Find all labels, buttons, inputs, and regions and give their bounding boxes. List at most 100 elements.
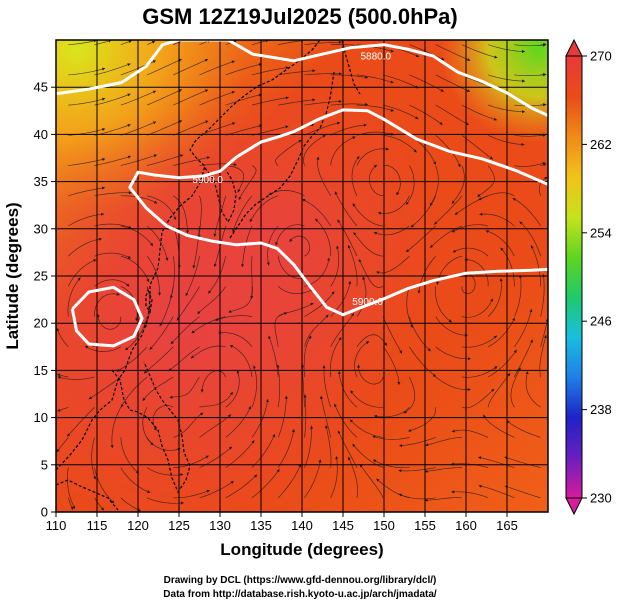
streamline-arrow-224	[398, 493, 403, 497]
streamline-arrow-149	[325, 314, 329, 318]
streamline-arrow-279	[500, 247, 504, 251]
streamline-arrow-193	[352, 443, 356, 448]
streamline-arrow-16	[100, 507, 104, 511]
streamline-arrow-161	[325, 425, 328, 429]
streamline-72	[170, 256, 175, 299]
streamline-arrow-78	[204, 59, 208, 62]
streamline-arrow-281	[479, 212, 483, 216]
colorbar-ramp	[565, 55, 583, 499]
streamline-235	[429, 165, 439, 206]
streamline-arrow-195	[350, 390, 354, 394]
streamline-arrow-203	[396, 191, 400, 196]
streamline-arrow-83	[229, 391, 233, 396]
streamline-30	[94, 63, 131, 76]
streamline-arrow-227	[408, 429, 412, 432]
streamline-arrow-187	[385, 147, 389, 151]
streamline-arrow-242	[425, 443, 429, 447]
streamline-123	[238, 165, 257, 200]
streamline-arrow-216	[376, 271, 380, 275]
streamline-167	[330, 245, 340, 287]
credit-drawing: Drawing by DCL (https://www.gfd-dennou.o…	[164, 575, 437, 586]
streamline-232	[418, 255, 436, 294]
streamline-184	[337, 219, 358, 257]
streamline-88	[185, 256, 200, 297]
streamline-arrow-256	[451, 490, 455, 494]
streamline-250	[433, 195, 463, 225]
streamline-91	[199, 163, 237, 166]
streamline-170	[317, 156, 332, 196]
streamline-160	[330, 456, 338, 498]
streamline-arrow-259	[507, 373, 511, 377]
streamline-87	[176, 286, 200, 321]
colorbar-ticks: 270 262 254 246 238 230	[582, 49, 612, 506]
streamline-arrow-35	[110, 445, 114, 449]
streamline-14	[68, 67, 106, 76]
streamline-arrow-45	[152, 90, 156, 94]
streamline-arrow-156	[336, 121, 340, 125]
y-tick-label-7: 35	[34, 174, 48, 189]
streamline-138	[249, 195, 279, 223]
streamline-32	[120, 497, 141, 512]
streamline-arrow-68	[142, 397, 146, 401]
streamline-arrow-180	[366, 341, 370, 345]
streamline-arrow-229	[467, 357, 471, 361]
credit-data: Data from http://database.rish.kyoto-u.a…	[163, 589, 437, 600]
streamline-247	[461, 272, 476, 294]
streamline-161	[325, 425, 332, 468]
streamline-arrow-88	[185, 292, 189, 296]
x-tick-label-8: 150	[373, 518, 395, 533]
y-tick-label-8: 40	[34, 127, 48, 142]
streamline-arrow-292	[543, 335, 547, 339]
streamline-277	[514, 309, 532, 347]
streamline-arrow-93	[231, 91, 235, 94]
streamline-141	[278, 99, 316, 106]
y-tick-label-9: 45	[34, 80, 48, 95]
y-tick-label-4: 20	[34, 316, 48, 331]
streamline-237	[435, 104, 469, 126]
coastline-borneo	[56, 479, 119, 511]
streamline-225	[398, 467, 436, 472]
streamline-131	[277, 364, 281, 408]
streamline-182	[356, 276, 367, 317]
streamline-arrow-150	[331, 291, 335, 295]
streamline-arrow-42	[154, 200, 158, 204]
streamline-199	[358, 258, 384, 288]
streamline-136	[277, 256, 306, 279]
streamline-arrow-184	[337, 219, 341, 223]
streamline-157	[304, 100, 342, 106]
streamline-241	[424, 467, 462, 473]
streamline-200	[353, 232, 384, 257]
streamline-arrow-33	[147, 490, 151, 493]
streamline-arrow-208	[376, 478, 380, 482]
streamline-arrow-48	[180, 501, 184, 505]
streamline-195	[350, 390, 384, 408]
y-tick-label-1: 5	[41, 457, 48, 472]
streamline-arrow-122	[232, 229, 236, 233]
streamline-36	[88, 376, 122, 400]
streamline-arrow-166	[348, 281, 352, 284]
streamline-172	[330, 124, 367, 136]
streamline-183	[347, 244, 358, 287]
streamline-135	[277, 286, 314, 294]
streamline-27	[94, 155, 132, 166]
streamline-226	[399, 437, 436, 447]
streamline-arrow-157	[338, 99, 342, 103]
coastline-sakhalin	[341, 40, 361, 95]
streamline-arrow-155	[322, 135, 326, 138]
streamline-22	[94, 293, 120, 317]
streamline-arrow-164	[338, 337, 342, 341]
coastline-korea	[204, 167, 237, 224]
streamline-arrow-52	[120, 404, 124, 408]
plot-area: 5880.0 5900.0 5900.0	[56, 40, 548, 512]
streamline-205	[383, 104, 419, 120]
streamline-125	[251, 97, 289, 106]
streamline-67	[152, 405, 174, 431]
streamline-68	[142, 376, 174, 402]
streamline-271	[487, 44, 525, 52]
streamline-arrow-291	[525, 371, 529, 375]
streamline-113	[251, 433, 276, 468]
streamline-51	[142, 407, 154, 446]
streamline-arrow-101	[190, 355, 195, 359]
streamline-29	[94, 93, 131, 106]
